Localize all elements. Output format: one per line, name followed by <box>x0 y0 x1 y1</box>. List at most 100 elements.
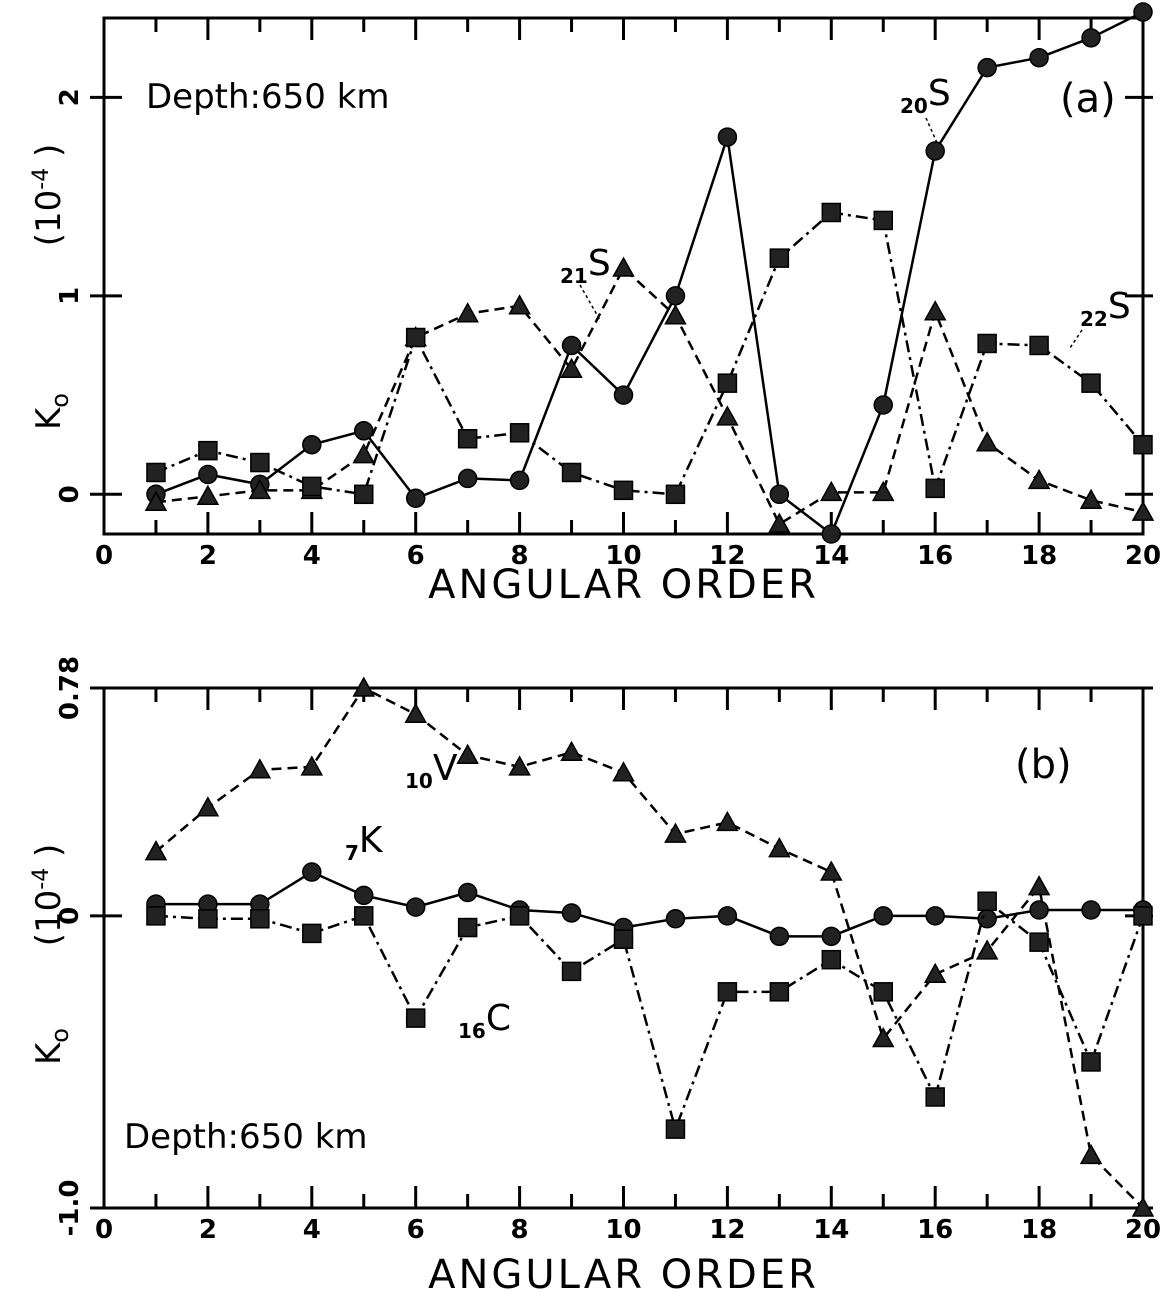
x-tick-label: 0 <box>95 541 113 571</box>
series-line <box>155 686 1144 1209</box>
circle-marker <box>1029 47 1049 68</box>
triangle-marker <box>768 512 791 533</box>
x-tick-label: 12 <box>709 1215 745 1245</box>
x-tick-label: 2 <box>199 1215 217 1245</box>
series-21S: 21S <box>144 243 1155 533</box>
series-label: 22S <box>1080 286 1131 331</box>
x-tick-label: 10 <box>605 1215 641 1245</box>
y-tick-label: 0 <box>55 907 85 925</box>
circle-marker <box>925 906 945 926</box>
series-label-name: S <box>588 243 611 284</box>
y-axis-unit: (10-4 ) <box>29 144 69 247</box>
circle-marker <box>405 897 426 917</box>
square-marker <box>977 333 997 354</box>
depth-annotation: Depth:650 km <box>146 77 390 117</box>
y-unit-base: (10 <box>29 890 69 947</box>
triangle-marker <box>560 740 583 762</box>
square-marker <box>509 423 530 443</box>
circle-marker <box>665 286 686 306</box>
circle-marker <box>302 862 322 882</box>
square-marker <box>925 1087 945 1107</box>
triangle-marker <box>975 939 999 960</box>
x-tick-label: 20 <box>1125 541 1161 571</box>
series-label: 21S <box>560 243 611 288</box>
circle-marker <box>925 141 945 161</box>
circle-marker <box>457 468 478 489</box>
square-marker <box>1081 1052 1101 1072</box>
triangle-marker <box>716 810 739 832</box>
square-marker <box>717 373 738 393</box>
square-marker <box>821 949 842 970</box>
label-leader <box>925 117 939 146</box>
x-tick-label: 16 <box>917 1215 953 1245</box>
square-marker <box>250 452 270 473</box>
square-marker <box>302 923 322 944</box>
x-tick-label: 10 <box>605 541 641 571</box>
circle-marker <box>977 57 997 78</box>
series-label-name: S <box>928 73 951 114</box>
square-marker <box>717 982 738 1002</box>
series-label-name: S <box>1108 286 1131 327</box>
square-marker <box>457 917 478 938</box>
triangle-marker <box>404 702 427 724</box>
triangle-marker <box>560 357 583 379</box>
series-label-prefix: 20 <box>900 94 928 118</box>
series-label-name: C <box>486 998 511 1039</box>
triangle-marker <box>352 443 376 464</box>
y-unit-close: ) <box>29 144 69 168</box>
triangle-marker <box>871 1027 895 1048</box>
circle-marker <box>821 524 842 544</box>
series-label: 16C <box>458 998 511 1043</box>
x-tick-label: 12 <box>709 541 745 571</box>
y-tick-label: -1.0 <box>55 1180 85 1237</box>
triangle-marker <box>923 300 947 321</box>
triangle-marker <box>144 840 168 861</box>
circle-marker <box>717 906 738 926</box>
square-marker <box>1081 373 1101 393</box>
triangle-marker <box>716 405 739 426</box>
circle-marker <box>717 127 738 147</box>
circle-marker <box>821 926 842 947</box>
square-marker <box>509 906 530 926</box>
series-10V: 10V <box>144 676 1155 1217</box>
label-leader <box>579 284 601 321</box>
triangle-marker <box>196 484 220 506</box>
panel-label: (a) <box>1060 76 1116 122</box>
x-tick-label: 14 <box>813 541 849 571</box>
triangle-marker <box>248 478 272 500</box>
square-marker <box>354 906 374 926</box>
circle-marker <box>1081 28 1101 48</box>
depth-annotation: Depth:650 km <box>124 1117 368 1157</box>
x-tick-label: 8 <box>511 541 529 571</box>
triangle-marker <box>612 761 635 782</box>
series-16C: 16C <box>146 891 1153 1139</box>
square-marker <box>977 891 997 912</box>
x-axis-label: ANGULAR ORDER <box>428 562 819 608</box>
square-marker <box>302 476 322 497</box>
x-tick-label: 4 <box>303 1215 321 1245</box>
series-label: 7K <box>345 820 384 865</box>
series-7K: 7K <box>146 820 1153 947</box>
y-tick-label: 0 <box>55 485 85 503</box>
series-label-prefix: 21 <box>560 264 588 288</box>
square-marker <box>146 462 166 483</box>
x-tick-label: 6 <box>407 1215 425 1245</box>
triangle-marker <box>456 302 479 323</box>
triangle-marker <box>248 758 272 779</box>
series-label-prefix: 16 <box>458 1019 486 1043</box>
y-axis-label: Ko <box>29 393 74 430</box>
square-marker <box>769 982 790 1002</box>
triangle-marker <box>1027 875 1051 896</box>
series-22S: 22S <box>146 202 1153 505</box>
triangle-marker <box>975 431 999 452</box>
triangle-marker <box>1131 1196 1155 1217</box>
square-marker <box>457 428 478 449</box>
triangle-marker <box>300 755 324 776</box>
square-marker <box>146 906 166 926</box>
square-marker <box>198 909 218 929</box>
circle-marker <box>354 885 374 906</box>
triangle-marker <box>820 480 843 502</box>
square-marker <box>198 440 218 461</box>
y-axis-symbol: K <box>29 1041 69 1065</box>
